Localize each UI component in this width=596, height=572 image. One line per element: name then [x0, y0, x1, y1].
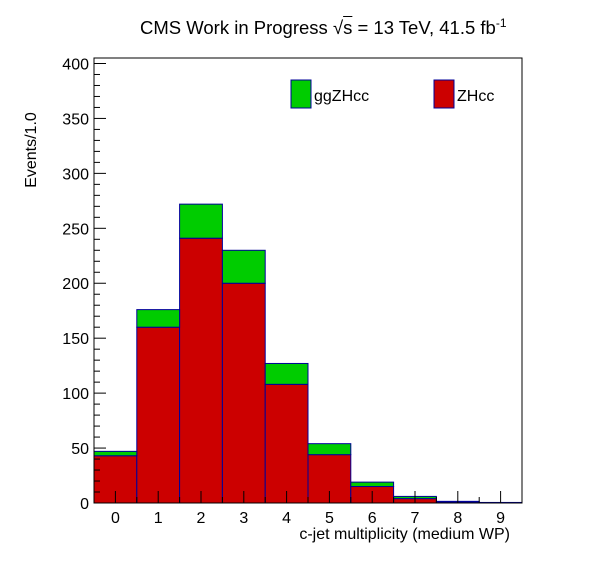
chart-title: CMS Work in Progress √s = 13 TeV, 41.5 f… [140, 16, 507, 39]
bar-ggzhcc-4 [264, 362, 309, 385]
x-tick-label: 0 [111, 510, 120, 527]
y-tick-label: 50 [71, 441, 89, 458]
x-tick-label: 1 [154, 510, 163, 527]
y-axis-label: Events/1.0 [23, 112, 40, 188]
y-tick-label: 150 [62, 331, 89, 348]
bar-zhcc-3 [221, 282, 266, 504]
x-tick-label: 5 [325, 510, 334, 527]
bar-ggzhcc-5 [307, 443, 352, 456]
bar-ggzhcc-2 [179, 203, 223, 239]
x-tick-label: 7 [411, 510, 420, 527]
bar-zhcc-4 [264, 383, 309, 504]
x-tick-label: 6 [368, 510, 377, 527]
y-tick-label: 400 [62, 56, 89, 73]
bar-zhcc-1 [136, 326, 181, 504]
x-tick-label: 9 [496, 510, 505, 527]
bar-ggzhcc-6 [350, 481, 395, 488]
y-tick-label: 100 [62, 386, 89, 403]
x-tick-label: 8 [453, 510, 462, 527]
legend-label-zhcc: ZHcc [457, 88, 494, 105]
y-tick-label: 250 [62, 221, 89, 238]
y-tick-label: 0 [80, 496, 89, 513]
y-tick-label: 350 [62, 111, 89, 128]
x-tick-label: 2 [197, 510, 206, 527]
x-tick-label: 4 [282, 510, 291, 527]
y-tick-label: 200 [62, 276, 89, 293]
bar-ggzhcc-3 [221, 249, 266, 284]
bar-zhcc-2 [179, 237, 223, 504]
bar-ggzhcc-1 [136, 309, 181, 328]
legend-swatch-zhcc [433, 79, 455, 109]
x-axis-label: c-jet multiplicity (medium WP) [299, 526, 510, 543]
legend-label-ggzhcc: ggZHcc [314, 88, 369, 105]
x-tick-label: 3 [239, 510, 248, 527]
legend-swatch-ggzhcc [290, 79, 312, 109]
bar-ggzhcc-0 [93, 450, 138, 457]
y-tick-label: 300 [62, 166, 89, 183]
